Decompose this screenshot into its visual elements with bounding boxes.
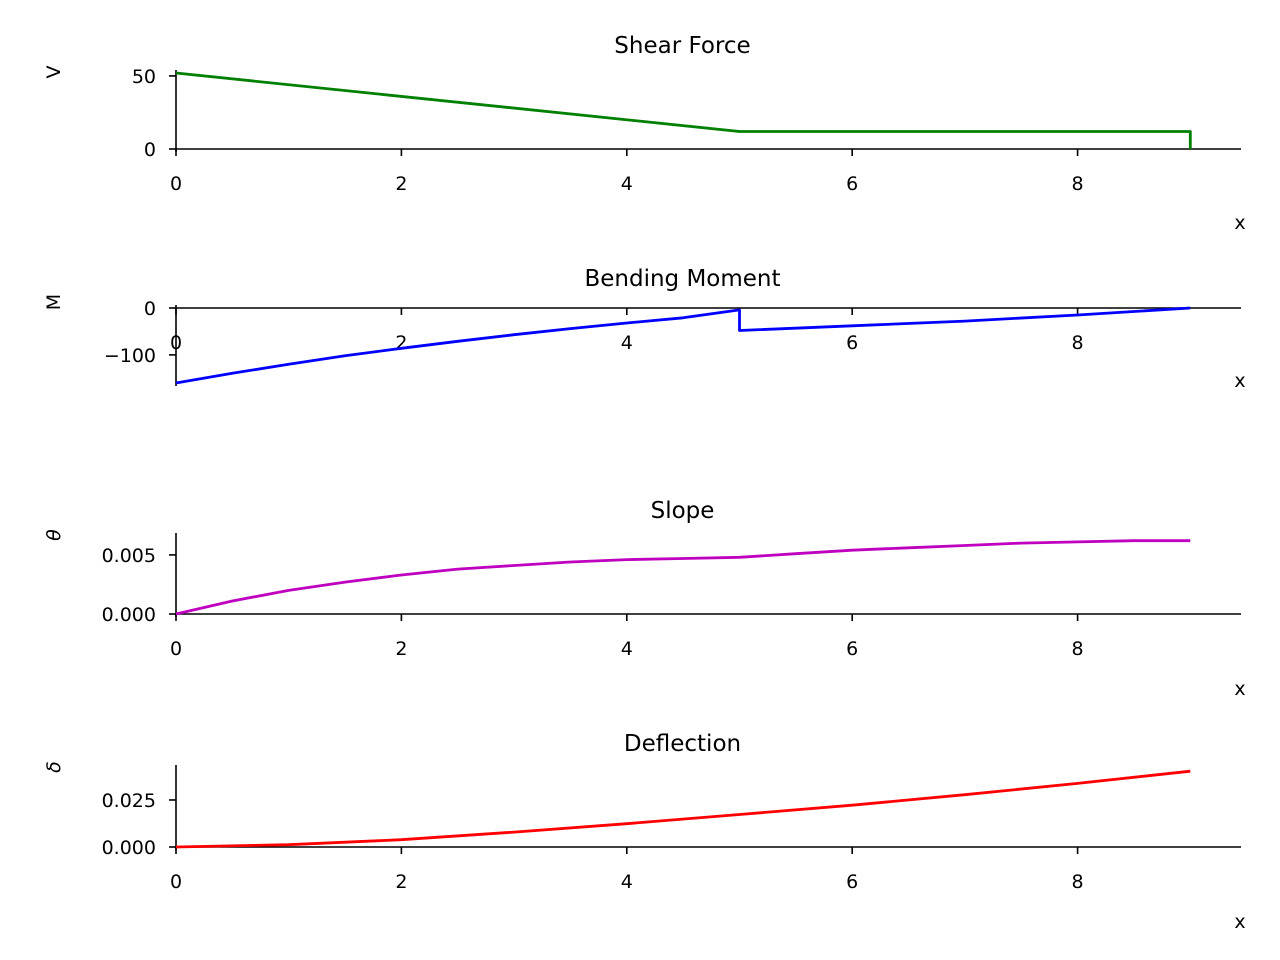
subplot-title: Deflection — [624, 731, 741, 757]
x-axis-label: x — [1234, 212, 1245, 234]
y-tick-label: 0 — [144, 139, 156, 161]
x-tick-label: 2 — [395, 173, 407, 195]
series-line — [175, 306, 1191, 385]
x-tick-label: 6 — [846, 871, 858, 893]
subplot-title: Shear Force — [614, 33, 750, 59]
x-tick-label: 6 — [846, 638, 858, 660]
subplot-title: Slope — [651, 498, 715, 524]
y-tick-label: 0 — [144, 298, 156, 320]
x-tick-label: 4 — [621, 638, 633, 660]
y-axis-label: θ — [43, 529, 65, 541]
series-line — [175, 769, 1191, 849]
x-axis-label: x — [1234, 370, 1245, 392]
y-tick-label: 0.025 — [102, 790, 156, 812]
x-tick-label: 4 — [621, 871, 633, 893]
x-tick-label: 2 — [395, 332, 407, 354]
x-tick-label: 6 — [846, 332, 858, 354]
y-tick-label: 50 — [132, 66, 156, 88]
x-tick-label: 0 — [170, 332, 182, 354]
series-line — [175, 71, 1192, 149]
y-tick-label: 0.000 — [102, 837, 156, 859]
y-axis-label: δ — [43, 761, 65, 773]
y-axis-label: M — [43, 294, 65, 310]
x-tick-label: 0 — [170, 638, 182, 660]
x-tick-label: 8 — [1072, 638, 1084, 660]
y-tick-label: 0.000 — [102, 604, 156, 626]
subplot-3: 0 2 4 6 8 0.000 0.005 Slope x θ — [43, 498, 1246, 700]
x-tick-label: 2 — [395, 638, 407, 660]
x-tick-label: 8 — [1072, 173, 1084, 195]
x-tick-label: 6 — [846, 173, 858, 195]
x-axis-label: x — [1234, 911, 1245, 933]
x-tick-label: 4 — [621, 332, 633, 354]
y-axis-label: V — [43, 66, 65, 79]
x-axis-label: x — [1234, 678, 1245, 700]
x-tick-label: 2 — [395, 871, 407, 893]
subplot-title: Bending Moment — [584, 266, 780, 292]
series-line — [175, 539, 1191, 616]
subplot-2: 0 2 4 6 8 −100 0 Bending Moment x M — [43, 266, 1246, 392]
x-tick-label: 0 — [170, 871, 182, 893]
y-tick-label: 0.005 — [102, 545, 156, 567]
x-tick-label: 8 — [1072, 871, 1084, 893]
subplot-4: 0 2 4 6 8 0.000 0.025 Deflection x δ — [43, 731, 1246, 933]
y-tick-label: −100 — [104, 345, 156, 367]
x-tick-label: 8 — [1072, 332, 1084, 354]
x-tick-label: 4 — [621, 173, 633, 195]
subplot-1: 0 2 4 6 8 0 50 Shear Force x V — [43, 33, 1246, 234]
x-tick-label: 0 — [170, 173, 182, 195]
